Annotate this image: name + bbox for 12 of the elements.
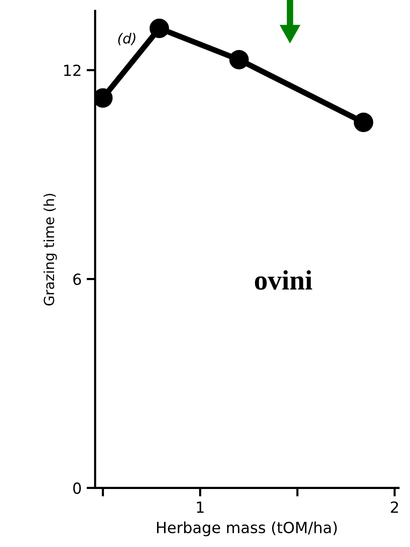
y-axis-title: Grazing time (h)	[43, 194, 57, 306]
annotation: ovini	[254, 270, 312, 290]
point	[229, 50, 249, 70]
y-tick-label: 0	[73, 482, 81, 494]
x-tick-label: 1	[196, 502, 204, 513]
x-tick-label: 2	[390, 501, 398, 513]
x-axis-title: Herbage mass (tOM/ha)	[157, 521, 337, 536]
point	[354, 112, 374, 132]
point	[150, 18, 170, 38]
y-tick-label: 12	[64, 64, 80, 76]
y-tick-label: 6	[73, 273, 81, 286]
annotation: (d)	[118, 32, 136, 46]
